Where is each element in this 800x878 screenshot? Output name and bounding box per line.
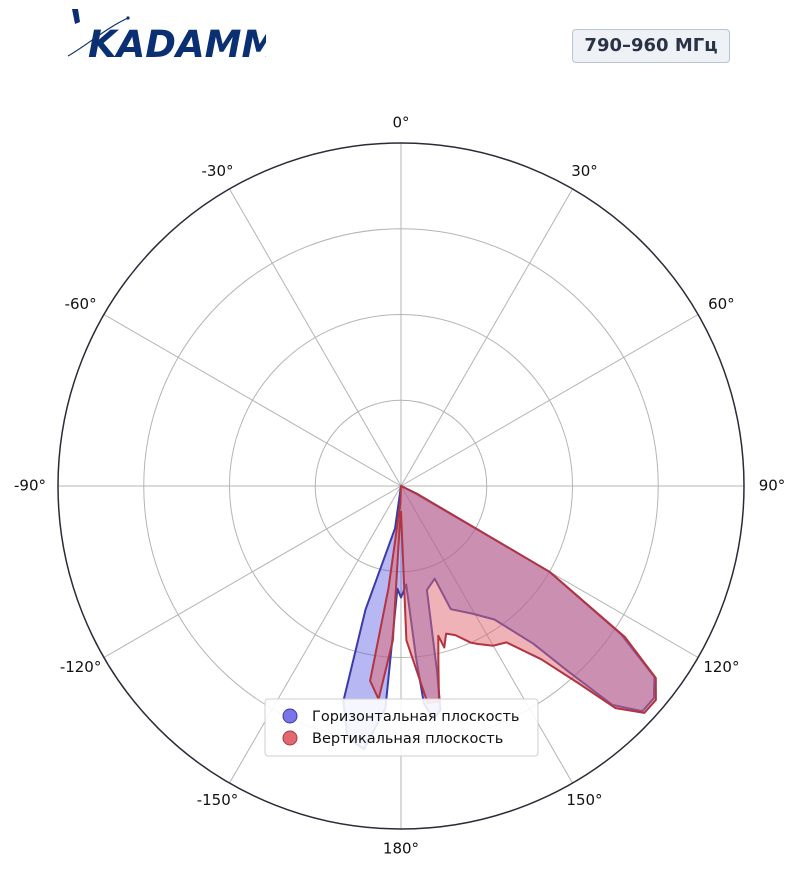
angle-gridline bbox=[103, 485, 402, 658]
angle-tick-120°: 120° bbox=[703, 658, 739, 676]
angle-tick--90°: -90° bbox=[14, 477, 46, 495]
outer-ring bbox=[57, 142, 745, 830]
kadamm-logo-graphic: KADAMM bbox=[67, 9, 278, 66]
angle-tick-150°: 150° bbox=[566, 791, 602, 809]
angle-tick-90°: 90° bbox=[759, 477, 786, 495]
angle-gridline bbox=[400, 188, 573, 487]
angle-tick--120°: -120° bbox=[60, 658, 102, 676]
angle-tick-0°: 0° bbox=[392, 114, 409, 132]
legend: Горизонтальная плоскость Вертикальная пл… bbox=[264, 698, 539, 757]
angle-tick-60°: 60° bbox=[708, 295, 735, 313]
angle-tick--150°: -150° bbox=[197, 791, 239, 809]
frequency-badge: 790–960 МГц bbox=[572, 29, 730, 63]
angle-gridline bbox=[229, 188, 402, 487]
angle-gridline bbox=[229, 485, 402, 784]
legend-label-vertical: Вертикальная плоскость bbox=[312, 731, 503, 747]
angle-tick--30°: -30° bbox=[202, 162, 234, 180]
legend-label-horizontal: Горизонтальная плоскость bbox=[312, 709, 519, 725]
legend-swatch-horizontal bbox=[282, 708, 298, 724]
angle-gridline bbox=[103, 314, 402, 487]
pattern-series bbox=[342, 485, 657, 751]
angle-tick-180°: 180° bbox=[383, 840, 419, 858]
polar-grid bbox=[58, 143, 744, 829]
pattern-series-2 bbox=[369, 485, 657, 714]
angle-tick-labels: 0° 30° 60° 90° 120° 150° 180° -150° -120° -90° -60… bbox=[14, 114, 785, 858]
logo-wordmark: KADAMM bbox=[88, 23, 266, 62]
brand-logo: KADAMM bbox=[66, 6, 278, 66]
legend-swatch-vertical bbox=[282, 730, 298, 746]
angle-tick--60°: -60° bbox=[65, 295, 97, 313]
angle-tick-30°: 30° bbox=[571, 162, 598, 180]
angle-gridline bbox=[400, 314, 699, 487]
